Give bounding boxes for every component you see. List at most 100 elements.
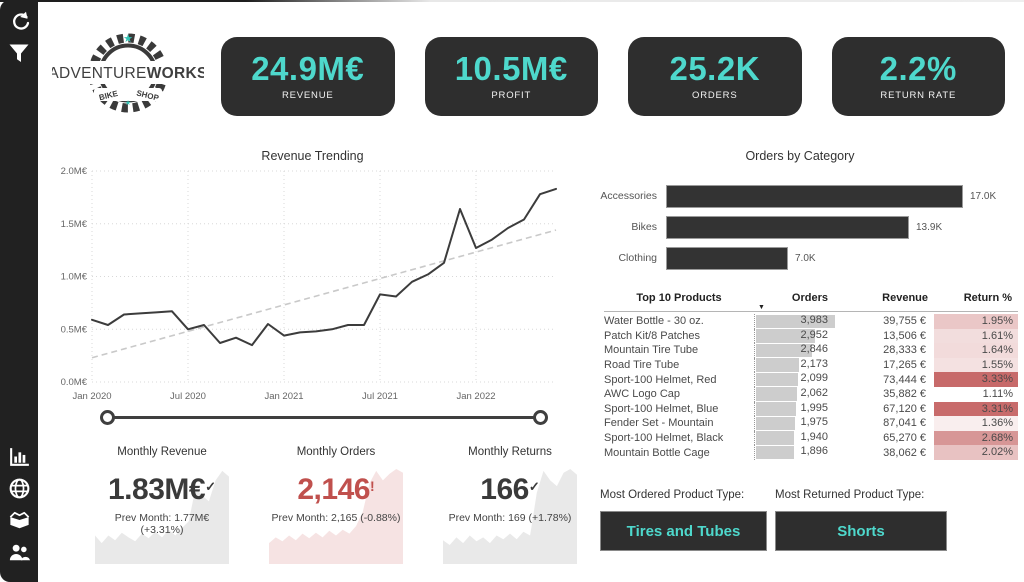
back-arrow-icon[interactable] [5, 7, 33, 35]
most-returned-box[interactable]: Shorts [775, 511, 947, 551]
product-name: Sport-100 Helmet, Blue [604, 402, 719, 415]
product-name: AWC Logo Cap [604, 388, 681, 401]
product-box-icon[interactable] [5, 506, 33, 534]
category-bar[interactable] [666, 246, 788, 270]
orders-cell: 2,173 [754, 357, 834, 373]
category-bar-accessories[interactable]: Accessories 17.0K [597, 184, 1017, 208]
orders-databar [756, 314, 835, 329]
kpi-card-revenue[interactable]: 24.9M€ REVENUE [221, 37, 395, 116]
monthly-orders-value: 2,146 [297, 473, 370, 506]
kpi-card-profit[interactable]: 10.5M€ PROFIT [424, 37, 598, 116]
table-row[interactable]: AWC Logo Cap 2,062 35,882 € 1.11% [604, 386, 1018, 402]
check-icon: ✓ [205, 479, 216, 494]
kpi-revenue-label: REVENUE [281, 90, 334, 101]
table-row[interactable]: Sport-100 Helmet, Black 1,940 65,270 € 2.68… [604, 430, 1018, 446]
table-row[interactable]: Mountain Tire Tube 2,846 28,333 € 1.64% [604, 343, 1018, 358]
category-label: Clothing [618, 252, 657, 264]
orders-cell: 2,099 [754, 372, 834, 387]
svg-text:1.0M€: 1.0M€ [61, 272, 88, 283]
table-row[interactable]: Sport-100 Helmet, Blue 1,995 67,120 € 3.31% [604, 401, 1018, 417]
revenue-cell: 87,041 € [883, 417, 926, 430]
alert-icon: ! [369, 478, 375, 494]
category-bar[interactable] [666, 215, 909, 239]
product-name: Water Bottle - 30 oz. [604, 315, 704, 328]
table-row[interactable]: Mountain Bottle Cage 1,896 38,062 € 2.02% [604, 445, 1018, 460]
orders-databar [756, 329, 815, 343]
orders-cell: 1,896 [754, 445, 834, 460]
most-ordered-label: Most Ordered Product Type: [600, 489, 745, 501]
kpi-profit-value: 10.5M€ [454, 50, 568, 87]
sort-descending-icon[interactable]: ▼ [758, 304, 765, 311]
slider-handle-end[interactable] [533, 410, 548, 425]
return-cell: 3.33% [934, 372, 1018, 387]
people-icon[interactable] [5, 538, 33, 566]
category-label: Bikes [631, 221, 657, 233]
category-value: 13.9K [916, 221, 943, 233]
category-bar-clothing[interactable]: Clothing 7.0K [597, 246, 1017, 270]
revenue-cell: 65,270 € [883, 432, 926, 445]
kpi-revenue-value: 24.9M€ [251, 50, 365, 87]
product-name: Mountain Tire Tube [604, 344, 699, 357]
orders-databar [756, 431, 795, 445]
category-bar[interactable] [666, 184, 963, 208]
monthly-revenue-title: Monthly Revenue [117, 446, 207, 458]
globe-icon[interactable] [5, 474, 33, 502]
check-icon: ✓ [528, 479, 540, 494]
monthly-orders-card[interactable]: Monthly Orders 2,146! Prev Month: 2,165 … [269, 446, 403, 568]
svg-text:Jul 2020: Jul 2020 [170, 391, 206, 402]
product-name: Fender Set - Mountain [604, 417, 714, 430]
bar-chart-icon[interactable] [5, 442, 33, 470]
orders-by-category-chart: Accessories 17.0K Bikes 13.9K Clothing 7.0K [597, 184, 1017, 277]
svg-text:Jul 2021: Jul 2021 [362, 391, 398, 402]
slider-handle-start[interactable] [100, 410, 115, 425]
svg-text:Jan 2020: Jan 2020 [72, 391, 111, 402]
category-bar-bikes[interactable]: Bikes 13.9K [597, 215, 1017, 239]
orders-cell: 1,995 [754, 401, 834, 417]
revenue-cell: 13,506 € [883, 329, 926, 342]
revenue-cell: 67,120 € [883, 402, 926, 415]
monthly-revenue-sparkline [95, 470, 229, 564]
table-header-row: Top 10 Products Orders ▼ Revenue Return … [604, 292, 1018, 312]
monthly-orders-sparkline [269, 469, 403, 564]
orders-by-category-title: Orders by Category [745, 149, 855, 163]
kpi-return-rate-label: RETURN RATE [880, 90, 957, 101]
monthly-orders-title: Monthly Orders [296, 446, 376, 458]
table-row[interactable]: Road Tire Tube 2,173 17,265 € 1.55% [604, 357, 1018, 373]
filter-icon[interactable] [5, 39, 33, 67]
adventureworks-logo: ★ ADVENTUREWORKS BIKE SHOP ★ [48, 26, 207, 122]
revenue-trending-chart[interactable]: 0.0M€ 0.5M€ 1.0M€ 1.5M€ 2.0M€ Jan 2020 Jul 202… [58, 163, 566, 408]
col-header-orders[interactable]: Orders ▼ [758, 292, 828, 311]
revenue-cell: 28,333 € [883, 344, 926, 357]
orders-databar [756, 343, 813, 358]
most-ordered-box[interactable]: Tires and Tubes [600, 511, 767, 551]
monthly-returns-card[interactable]: Monthly Returns 166✓ Prev Month: 169 (+1… [443, 446, 577, 568]
return-cell: 1.61% [934, 328, 1018, 344]
table-row[interactable]: Patch Kit/8 Patches 2,952 13,506 € 1.61% [604, 328, 1018, 344]
kpi-card-orders[interactable]: 25.2K ORDERS [628, 37, 802, 116]
monthly-returns-sparkline [443, 469, 577, 564]
kpi-card-return-rate[interactable]: 2.2% RETURN RATE [831, 37, 1005, 116]
monthly-revenue-value: 1.83M€ [108, 473, 206, 506]
category-value: 7.0K [795, 252, 816, 264]
monthly-returns-title: Monthly Returns [468, 446, 552, 458]
col-header-products[interactable]: Top 10 Products [636, 292, 722, 304]
return-cell: 1.95% [934, 314, 1018, 329]
monthly-revenue-card[interactable]: Monthly Revenue 1.83M€✓ Prev Month: 1.77… [95, 446, 229, 568]
monthly-returns-prev: Prev Month: 169 (+1.78%) [448, 512, 572, 524]
orders-cell: 2,952 [754, 328, 834, 344]
col-header-return[interactable]: Return % [963, 292, 1012, 304]
product-name: Mountain Bottle Cage [604, 446, 710, 459]
logo-star-top: ★ [123, 33, 133, 45]
most-returned-label: Most Returned Product Type: [775, 489, 925, 501]
table-row[interactable]: Water Bottle - 30 oz. 3,983 39,755 € 1.95% [604, 314, 1018, 329]
slider-track[interactable] [106, 416, 542, 419]
monthly-revenue-prev: Prev Month: 1.77M€ (+3.31%) [114, 512, 210, 536]
table-row[interactable]: Fender Set - Mountain 1,975 87,041 € 1.36% [604, 416, 1018, 431]
category-label: Accessories [600, 190, 657, 202]
orders-databar [756, 372, 798, 387]
table-row[interactable]: Sport-100 Helmet, Red 2,099 73,444 € 3.33% [604, 372, 1018, 387]
return-cell: 1.64% [934, 343, 1018, 358]
col-header-revenue[interactable]: Revenue [882, 292, 928, 304]
date-range-slider[interactable] [100, 409, 548, 426]
monthly-returns-value: 166 [480, 473, 529, 506]
